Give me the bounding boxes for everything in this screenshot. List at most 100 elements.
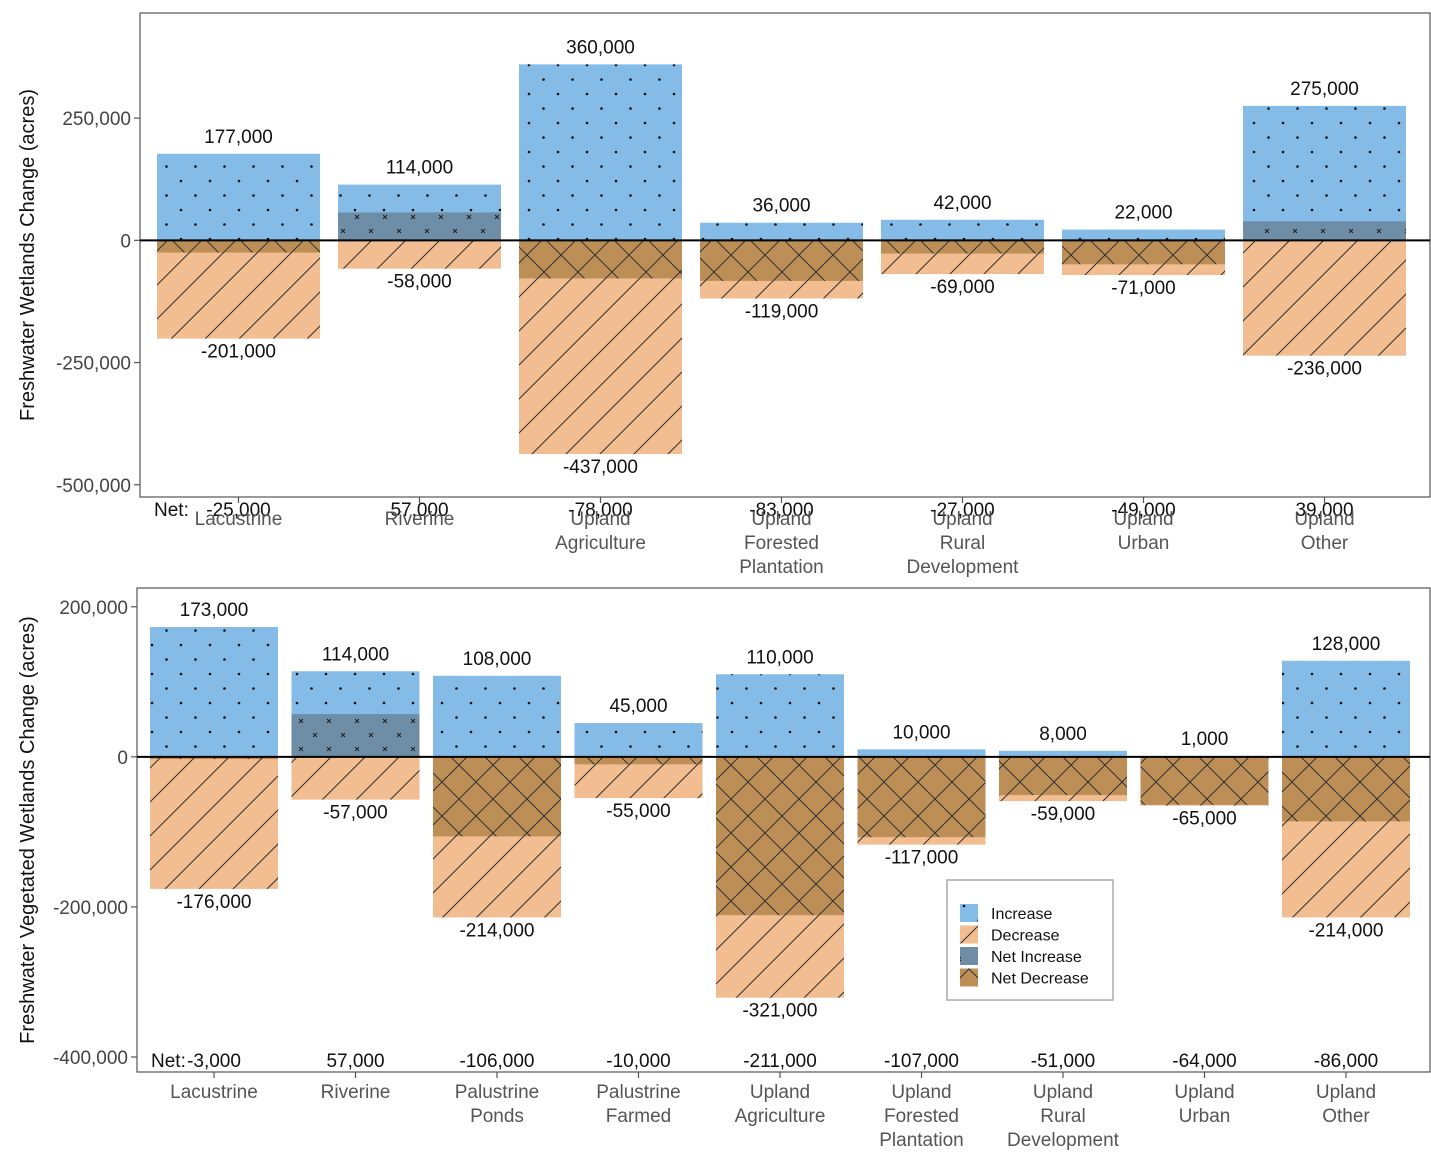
net-decrease-bar: [716, 756, 844, 916]
increase-label: 360,000: [566, 37, 635, 58]
net-label: -64,000: [1172, 1051, 1236, 1072]
increase-bar: [999, 750, 1127, 757]
y-tick-label: 0: [120, 231, 131, 252]
net-label: -107,000: [884, 1051, 959, 1072]
category-label: Lacustrine: [170, 1082, 258, 1103]
increase-bar: [700, 222, 863, 241]
net-increase-bar: [1243, 221, 1406, 241]
net-decrease-bar: [857, 756, 986, 838]
net-decrease-bar: [1282, 756, 1410, 822]
increase-label: 8,000: [1039, 724, 1087, 745]
bottom-panel-vegetated-wetlands-change: 200,000 0 -200,000 -400,000 Freshwater Veget…: [17, 587, 1431, 1151]
net-label: -78,000: [568, 500, 632, 521]
category-label: Upland Rural Development: [907, 509, 1020, 578]
increase-bar: [716, 674, 844, 757]
net-label: 57,000: [390, 500, 448, 521]
increase-label: 22,000: [1114, 203, 1172, 224]
category-label: Riverine: [321, 1082, 391, 1103]
net-label: -10,000: [606, 1051, 670, 1072]
increase-bar: [519, 64, 682, 241]
category-label: Upland Rural Development: [1007, 1082, 1120, 1151]
decrease-label: -214,000: [1308, 920, 1383, 941]
increase-bar: [857, 749, 986, 757]
decrease-bar: [150, 756, 278, 889]
net-decrease-bar: [1062, 240, 1225, 265]
increase-label: 177,000: [204, 127, 273, 148]
net-label: -211,000: [743, 1051, 817, 1072]
decrease-label: -59,000: [1031, 804, 1095, 825]
net-decrease-bar: [700, 240, 863, 281]
decrease-label: -69,000: [930, 277, 994, 298]
category-label: Upland Agriculture: [555, 509, 646, 554]
net-label: -27,000: [930, 500, 994, 521]
y-tick-label: 250,000: [62, 109, 131, 130]
net-decrease-bar: [519, 240, 682, 279]
y-tick-label: -500,000: [56, 476, 131, 497]
decrease-label: -176,000: [176, 892, 251, 913]
increase-label: 36,000: [752, 196, 810, 217]
increase-bar: [1282, 660, 1410, 757]
increase-bar: [881, 219, 1044, 241]
y-tick-label: -250,000: [56, 354, 131, 375]
decrease-label: -236,000: [1287, 359, 1362, 380]
increase-bar: [150, 627, 278, 757]
decrease-bar: [157, 240, 320, 339]
decrease-label: -58,000: [387, 272, 451, 293]
net-decrease-bar: [433, 756, 561, 837]
category-label: Lacustrine: [195, 509, 283, 530]
bottom-y-axis-label: Freshwater Vegetated Wetlands Change (ac…: [17, 616, 39, 1044]
category-label: Riverine: [385, 509, 455, 530]
category-label: Upland Urban: [1174, 1082, 1234, 1127]
legend-label-decrease: Decrease: [991, 928, 1060, 945]
increase-label: 45,000: [609, 696, 667, 717]
net-prefix-label: Net:: [154, 500, 189, 521]
legend-label-net-decrease: Net Decrease: [991, 971, 1089, 988]
net-decrease-bar: [574, 756, 703, 765]
y-tick-label: 0: [117, 748, 128, 769]
increase-bar: [157, 153, 320, 241]
increase-bar: [1243, 105, 1406, 241]
decrease-label: -57,000: [323, 803, 387, 824]
net-label: -51,000: [1031, 1051, 1095, 1072]
decrease-label: -201,000: [201, 342, 276, 363]
increase-bar: [1062, 229, 1225, 241]
y-tick-label: 200,000: [59, 598, 128, 619]
decrease-label: -214,000: [459, 920, 534, 941]
increase-label: 173,000: [180, 600, 249, 621]
decrease-label: -117,000: [885, 848, 959, 869]
net-decrease-bar: [157, 240, 320, 253]
net-label: -3,000: [187, 1051, 241, 1072]
net-prefix-label: Net:: [151, 1051, 186, 1072]
increase-label: 110,000: [746, 647, 813, 668]
legend-swatch-net-decrease: [960, 968, 978, 987]
category-label: Upland Agriculture: [735, 1082, 826, 1127]
decrease-label: -65,000: [1172, 809, 1236, 830]
net-label: 39,000: [1295, 500, 1353, 521]
decrease-bar: [1243, 240, 1406, 356]
increase-label: 1,000: [1181, 729, 1229, 750]
decrease-bar: [291, 756, 420, 800]
legend-label-increase: Increase: [991, 906, 1052, 923]
increase-bar: [574, 723, 703, 757]
increase-label: 128,000: [1312, 634, 1381, 655]
top-y-axis-label: Freshwater Wetlands Change (acres): [17, 89, 39, 421]
net-label: -49,000: [1111, 500, 1175, 521]
net-label: -83,000: [749, 500, 813, 521]
category-label: Upland Other: [1294, 509, 1354, 554]
net-label: -25,000: [206, 500, 270, 521]
increase-bar: [433, 675, 561, 757]
decrease-label: -55,000: [606, 801, 670, 822]
top-panel-wetlands-change: 250,000 0 -250,000 -500,000 Freshwater Wetla…: [17, 12, 1431, 578]
net-label: 57,000: [326, 1051, 384, 1072]
legend-swatch-decrease: [960, 925, 978, 944]
decrease-label: -321,000: [742, 1001, 817, 1022]
decrease-label: -71,000: [1111, 278, 1175, 299]
decrease-label: -437,000: [563, 457, 638, 478]
increase-label: 10,000: [892, 722, 950, 743]
category-label: Upland Forested Plantation: [739, 509, 824, 578]
legend-swatch-increase: [960, 904, 978, 922]
category-label: Upland Forested Plantation: [879, 1082, 964, 1151]
legend-swatch-net-increase: [960, 947, 978, 965]
net-increase-bar: [291, 714, 420, 757]
